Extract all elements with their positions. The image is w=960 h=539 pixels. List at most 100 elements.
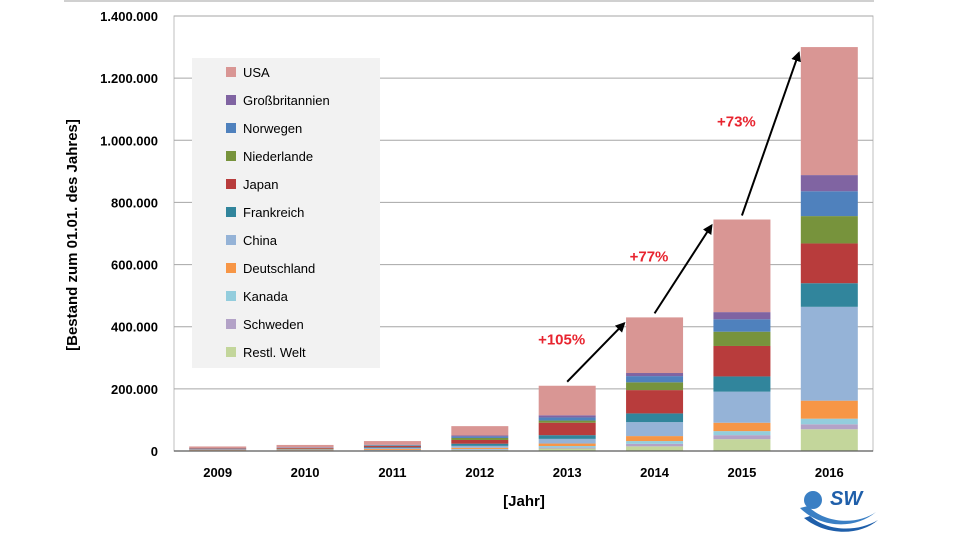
growth-label: +77% xyxy=(630,248,669,265)
bar-segment xyxy=(363,448,421,450)
bar-segment xyxy=(800,175,858,192)
x-tick-label: 2012 xyxy=(465,465,494,480)
bar-segment xyxy=(800,400,858,419)
bar-segment xyxy=(626,441,684,444)
bar-segment xyxy=(538,448,596,451)
y-tick-label: 1.000.000 xyxy=(100,133,158,148)
bar-segment xyxy=(713,345,771,377)
y-axis-title: [Bestand zum 01.01. des Jahres] xyxy=(64,119,81,351)
bar-segment xyxy=(713,312,771,320)
bar-segment xyxy=(451,443,509,446)
bar-segment xyxy=(363,446,421,448)
bar-segment xyxy=(626,436,684,442)
legend-label: Japan xyxy=(243,177,278,192)
legend-swatch xyxy=(226,207,236,217)
legend-label: Norwegen xyxy=(243,121,302,136)
bar-segment xyxy=(363,448,421,449)
legend-label: USA xyxy=(243,65,270,80)
bar-segment xyxy=(538,420,596,423)
bar-segment xyxy=(626,390,684,414)
bar-segment xyxy=(538,443,596,447)
bar-segment xyxy=(538,417,596,421)
y-tick-label: 1.200.000 xyxy=(100,71,158,86)
growth-label: +105% xyxy=(538,332,585,349)
bar-segment xyxy=(538,435,596,439)
bar-segment xyxy=(626,382,684,391)
legend-label: Frankreich xyxy=(243,205,304,220)
bar-segment xyxy=(626,317,684,374)
bar-segment xyxy=(626,373,684,377)
logo-swoosh xyxy=(800,506,876,525)
x-tick-label: 2016 xyxy=(815,465,844,480)
legend-swatch xyxy=(226,347,236,357)
legend-swatch xyxy=(226,123,236,133)
legend-swatch xyxy=(226,319,236,329)
legend-label: Niederlande xyxy=(243,149,313,164)
legend: USA Großbritannien Norwegen Niederlande Japa… xyxy=(192,58,380,368)
bar-segment xyxy=(713,422,771,432)
x-tick-label: 2010 xyxy=(291,465,320,480)
bar-segment xyxy=(189,446,247,449)
bar-segment xyxy=(451,436,509,438)
bar-segment xyxy=(626,422,684,437)
growth-annotations: +105% +77% +73% xyxy=(538,51,801,383)
bar-segment xyxy=(713,319,771,332)
legend-label: China xyxy=(243,233,278,248)
bar-segment xyxy=(713,435,771,440)
bar-segment xyxy=(800,216,858,244)
bar-segment xyxy=(189,448,247,450)
bar-segment xyxy=(713,376,771,392)
bar-segment xyxy=(800,47,858,176)
x-tick-label: 2015 xyxy=(727,465,756,480)
bar-segment xyxy=(713,219,771,313)
legend-swatch xyxy=(226,67,236,77)
bar-segment xyxy=(451,445,509,448)
y-tick-label: 0 xyxy=(151,444,158,459)
x-tick-label: 2014 xyxy=(640,465,670,480)
bar-segment xyxy=(538,415,596,418)
bar-segment xyxy=(363,447,421,449)
legend-swatch xyxy=(226,291,236,301)
y-tick-label: 600.000 xyxy=(111,258,158,273)
legend-swatch xyxy=(226,235,236,245)
bar-segment xyxy=(451,426,509,436)
bar-segment xyxy=(451,439,509,444)
bar-segment xyxy=(800,191,858,217)
bar-segment xyxy=(800,429,858,451)
legend-swatch xyxy=(226,263,236,273)
growth-label: +73% xyxy=(717,113,756,130)
bar-segment xyxy=(538,447,596,449)
growth-arrow xyxy=(653,223,713,314)
bar-segment xyxy=(538,422,596,436)
bar-segment xyxy=(451,448,509,450)
bar-segment xyxy=(276,448,334,449)
bar-segment xyxy=(713,439,771,451)
legend-label: Restl. Welt xyxy=(243,345,306,360)
bar-segment xyxy=(276,444,334,448)
x-tick-label: 2013 xyxy=(553,465,582,480)
axes: 0 200.000 400.000 600.000 800.000 1.000.000 1.… xyxy=(100,9,873,480)
bar-segment xyxy=(713,391,771,423)
growth-arrow xyxy=(740,51,801,216)
bar-segment xyxy=(626,443,684,447)
bar-segment xyxy=(276,449,334,451)
logo-swoosh-2 xyxy=(804,516,878,532)
legend-label: Kanada xyxy=(243,289,289,304)
y-tick-label: 1.400.000 xyxy=(100,9,158,24)
bar-segment xyxy=(626,413,684,423)
bar-segment xyxy=(451,437,509,440)
bar-segment xyxy=(538,385,596,416)
y-tick-label: 800.000 xyxy=(111,195,158,210)
bar-segment xyxy=(538,438,596,444)
x-tick-label: 2011 xyxy=(378,465,406,480)
logo-sun xyxy=(804,491,822,509)
top-rule xyxy=(64,0,874,2)
bar-segment xyxy=(800,418,858,425)
bar-segment xyxy=(451,447,509,449)
y-tick-label: 400.000 xyxy=(111,320,158,335)
logo: SW xyxy=(800,488,878,532)
legend-label: Großbritannien xyxy=(243,93,330,108)
bar-segment xyxy=(800,306,858,401)
logo-text: SW xyxy=(830,488,864,510)
legend-label: Schweden xyxy=(243,317,304,332)
